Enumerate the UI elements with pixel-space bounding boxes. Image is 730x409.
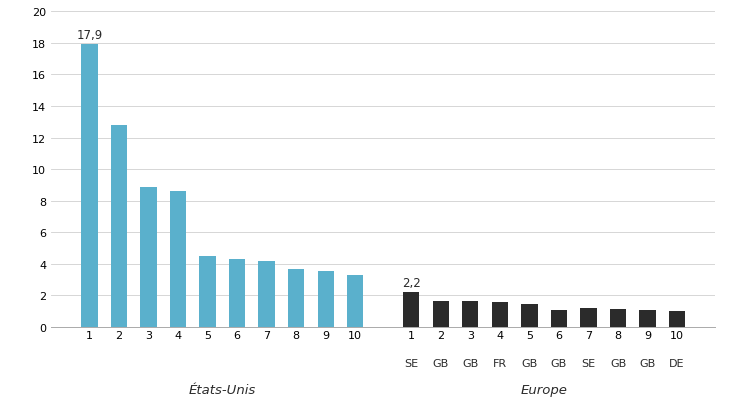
Bar [639,311,656,327]
Text: États-Unis: États-Unis [188,383,256,396]
Text: Europe: Europe [520,383,568,396]
Bar [492,302,508,327]
Bar [229,259,245,327]
Bar [288,269,304,327]
Text: GB: GB [462,358,478,368]
Text: SE: SE [404,358,418,368]
Bar [669,312,685,327]
Bar [551,310,567,327]
Bar [433,301,449,327]
Bar [610,309,626,327]
Text: FR: FR [493,358,507,368]
Text: GB: GB [433,358,449,368]
Text: DE: DE [669,358,685,368]
Bar [199,256,215,327]
Text: GB: GB [521,358,537,368]
Text: 2,2: 2,2 [402,276,420,290]
Text: SE: SE [581,358,596,368]
Text: GB: GB [610,358,626,368]
Text: GB: GB [551,358,567,368]
Bar [140,187,157,327]
Text: 17,9: 17,9 [77,29,102,42]
Bar [521,304,537,327]
Bar [81,45,98,327]
Bar [580,308,596,327]
Bar [111,126,127,327]
Bar [403,292,420,327]
Bar [347,275,364,327]
Bar [258,261,274,327]
Bar [170,192,186,327]
Bar [462,301,478,327]
Text: GB: GB [639,358,656,368]
Bar [318,271,334,327]
